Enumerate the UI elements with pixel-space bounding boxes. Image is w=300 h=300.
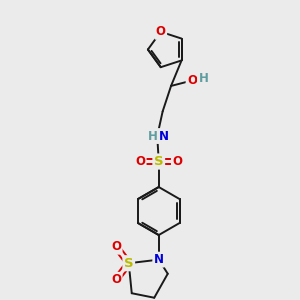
Text: N: N xyxy=(159,130,169,142)
Text: O: O xyxy=(111,273,121,286)
Text: O: O xyxy=(187,74,197,87)
Text: S: S xyxy=(154,155,164,168)
Text: O: O xyxy=(111,240,121,253)
Text: H: H xyxy=(199,72,208,85)
Text: N: N xyxy=(154,253,164,266)
Text: O: O xyxy=(135,155,145,168)
Text: S: S xyxy=(124,257,134,270)
Text: O: O xyxy=(156,25,166,38)
Text: O: O xyxy=(172,155,182,168)
Text: H: H xyxy=(148,130,158,142)
